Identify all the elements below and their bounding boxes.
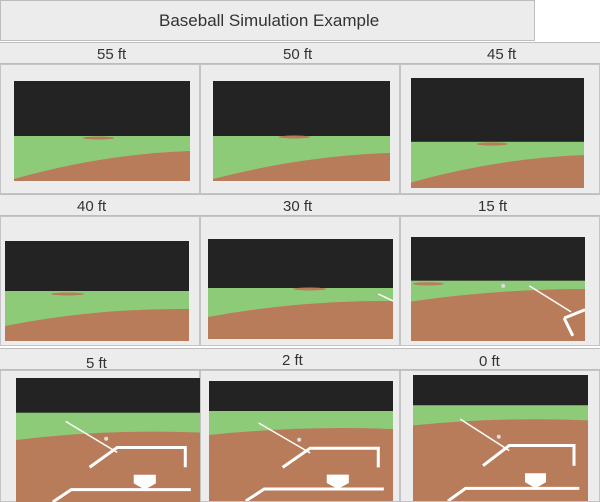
panel-30ft [200,216,400,346]
pitcher-mound [476,142,508,146]
scene-svg [411,78,584,188]
scene-45ft [411,78,584,188]
foul-line [459,418,510,452]
sky-area [413,375,588,406]
row-header-1 [0,42,600,64]
sky-area [411,237,585,281]
scene-svg [5,241,189,341]
infield-dirt [213,153,390,181]
infield-dirt [208,300,393,339]
panel-label: 2 ft [282,352,303,369]
panel-15ft [400,216,600,346]
panel-50ft [200,64,400,194]
panel-0ft [400,370,600,502]
panel-label: 40 ft [77,198,107,215]
scene-svg [14,81,190,181]
sky-area [16,378,200,413]
foul-line [528,285,572,313]
scene-2ft [209,381,393,501]
panel-label: 5 ft [86,355,107,372]
home-plate [525,473,546,489]
scene-svg [413,375,588,501]
pitcher-mound [82,136,115,140]
panel-55ft [0,64,200,194]
pitcher-mound [51,292,85,296]
infield-dirt [5,308,189,341]
panel-5ft [0,370,200,502]
pitcher-mound [412,282,445,286]
row-header-3 [0,348,600,370]
panel-40ft [0,216,200,346]
panel-45ft [400,64,600,194]
scene-55ft [14,81,190,181]
row-header-2 [0,194,600,216]
baseball [496,434,501,439]
sky-area [5,241,189,291]
panel-label: 15 ft [478,198,508,215]
scene-svg [411,237,585,341]
scene-5ft [16,378,200,502]
panel-label: 30 ft [283,198,313,215]
pitcher-mound [293,287,327,291]
outer-box-lines [51,488,191,502]
scene-40ft [5,241,189,341]
batter-box-lines [482,444,576,467]
sky-area [213,81,390,136]
panel-2ft [200,370,400,502]
sky-area [14,81,190,136]
scene-svg [16,378,200,502]
scene-0ft [413,375,588,501]
panel-label: 0 ft [479,353,500,370]
batter-box-lines [88,445,187,469]
batter-box-line [563,308,585,320]
outer-box-lines [447,486,580,501]
infield-dirt [14,151,190,181]
infield-dirt [411,289,585,341]
panel-label: 45 ft [487,46,517,63]
sky-area [209,381,393,411]
scene-svg [213,81,390,181]
infield-dirt [16,431,200,502]
home-plate [133,474,156,490]
panel-label: 50 ft [283,46,313,63]
pitcher-mound [278,135,311,139]
foul-line [377,293,393,302]
sky-area [411,78,584,142]
sky-area [208,239,393,288]
foul-line [65,420,118,454]
foul-line [258,422,311,454]
infield-dirt [411,155,584,188]
baseball [297,437,302,442]
baseball [501,283,506,288]
scene-svg [208,239,393,339]
batter-box-line [562,317,575,337]
outer-box-lines [244,487,384,501]
home-plate [326,474,349,489]
baseball [104,436,109,441]
page-title: Baseball Simulation Example [159,11,380,30]
batter-box-lines [281,446,380,469]
title-bar: Baseball Simulation Example [0,0,535,41]
scene-15ft [411,237,585,341]
scene-svg [209,381,393,501]
scene-50ft [213,81,390,181]
panel-label: 55 ft [97,46,127,63]
scene-30ft [208,239,393,339]
